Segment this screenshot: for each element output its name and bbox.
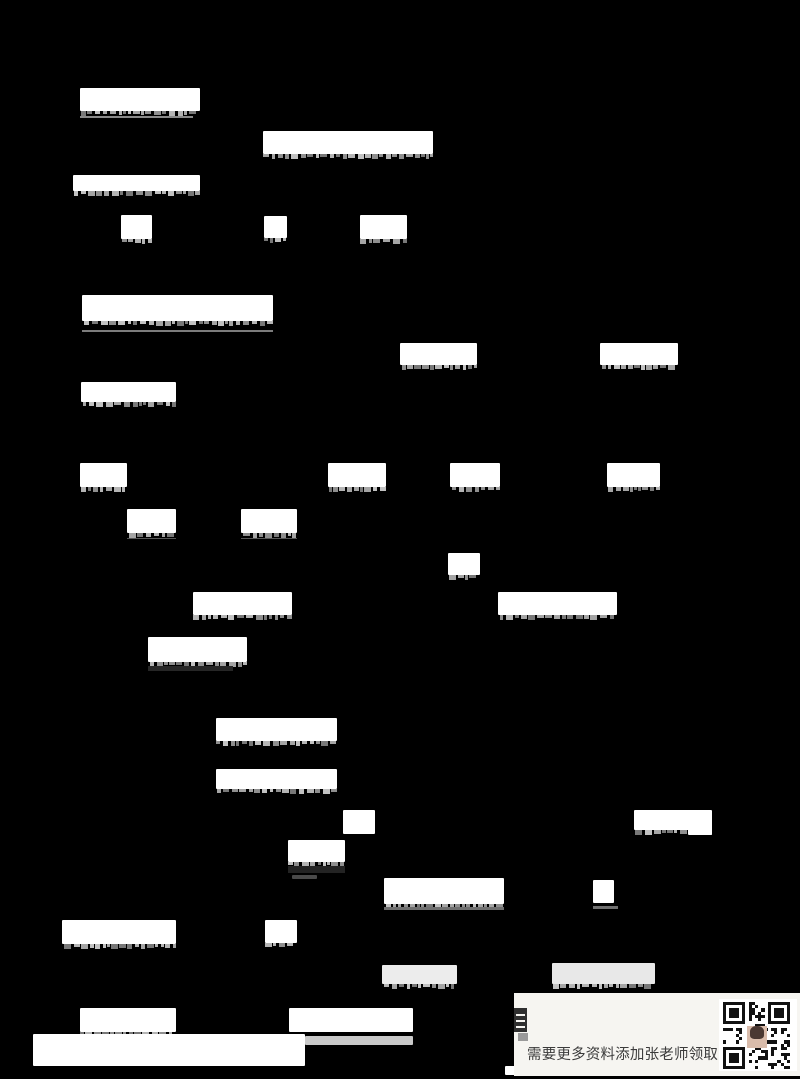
text-underline xyxy=(127,538,176,539)
promo-text: 需要更多资料添加张老师领取 xyxy=(527,1047,719,1063)
qr-center-photo xyxy=(746,1025,767,1048)
glyph-bottom-fringe xyxy=(450,487,500,493)
glyph-bottom-fringe xyxy=(80,111,200,117)
cut-off-character xyxy=(514,1008,527,1032)
glyph-bottom-fringe xyxy=(382,984,457,990)
glyph-bottom-fringe xyxy=(263,154,433,160)
glyph-bottom-fringe xyxy=(384,904,504,910)
cut-off-character-shadow xyxy=(518,1033,528,1041)
glyph-bottom-fringe xyxy=(80,487,127,493)
text-underline xyxy=(82,330,273,332)
glyph-bottom-fringe xyxy=(498,615,617,621)
glyph-bottom-fringe xyxy=(193,615,292,621)
glyph-bottom-fringe xyxy=(600,365,678,371)
glyph-bottom-fringe xyxy=(82,321,273,327)
text-underline xyxy=(288,866,345,873)
glyph-bottom-fringe xyxy=(400,365,477,371)
glyph-bottom-fringe xyxy=(552,984,655,990)
text-underline xyxy=(593,906,618,909)
glyph-bottom-fringe xyxy=(127,533,176,539)
text-underline xyxy=(148,666,233,671)
glyph-bottom-fringe xyxy=(81,402,176,408)
glyph-bottom-fringe xyxy=(216,741,337,747)
glyph-bottom-fringe xyxy=(264,238,287,244)
glyph-bottom-fringe xyxy=(73,191,200,197)
glyph-bottom-fringe xyxy=(328,487,386,493)
glyph-bottom-fringe xyxy=(360,239,407,245)
glyph-bottom-fringe xyxy=(448,575,480,581)
glyph-bottom-fringe xyxy=(62,944,176,950)
glyph-bottom-fringe xyxy=(288,862,345,868)
text-underline xyxy=(384,907,504,910)
text-underline xyxy=(241,538,297,539)
glyph-bottom-fringe xyxy=(265,943,297,949)
glyph-bottom-fringe xyxy=(216,789,337,795)
glyph-bottom-fringe xyxy=(148,662,247,668)
glyph-bottom-fringe xyxy=(241,533,297,539)
glyph-bottom-fringe xyxy=(121,239,152,245)
text-underline xyxy=(80,116,193,118)
promo-banner: 需要更多资料添加张老师领取 xyxy=(514,993,800,1076)
glyph-bottom-fringe xyxy=(607,487,660,493)
qr-code-image xyxy=(719,999,797,1071)
